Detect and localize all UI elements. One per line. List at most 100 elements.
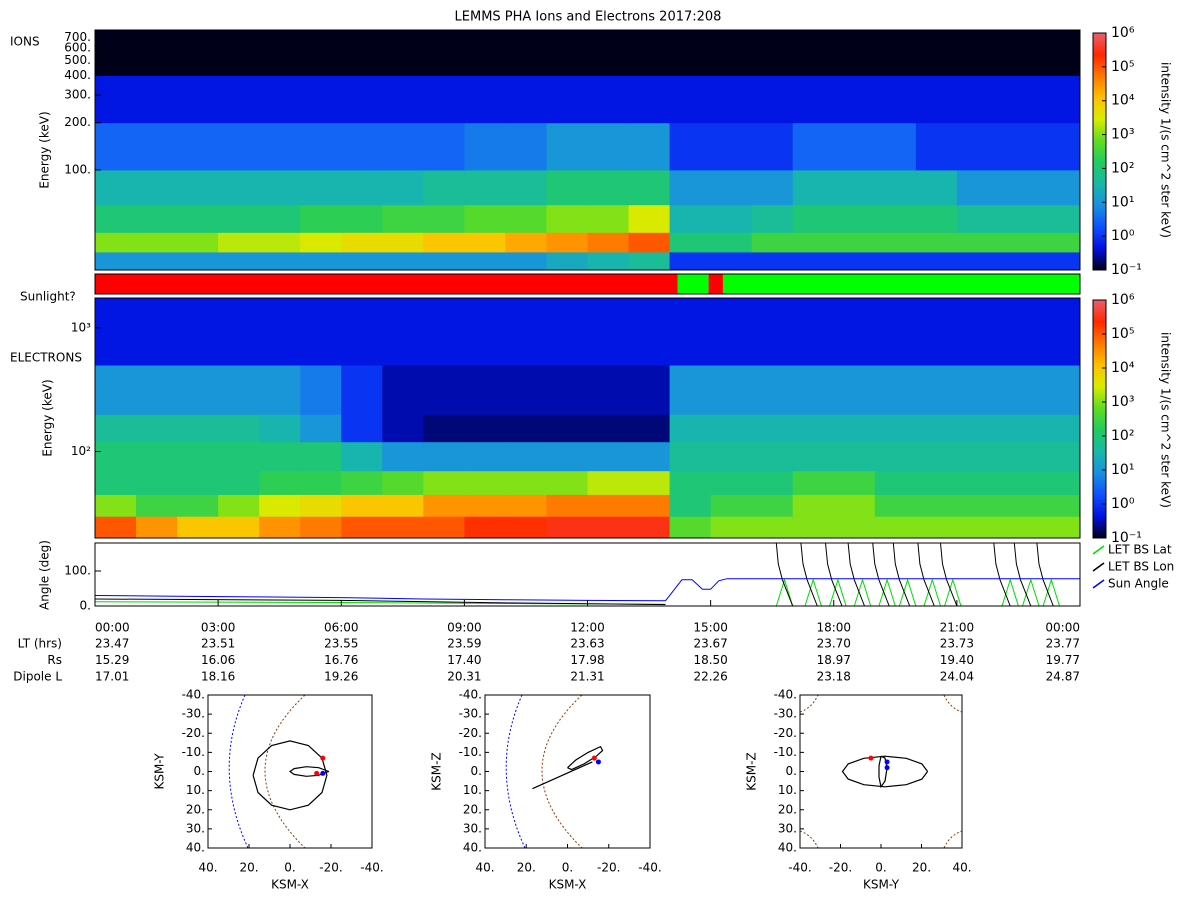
heat-cell — [1038, 441, 1081, 472]
heat-cell — [1038, 365, 1081, 415]
heat-cell — [915, 75, 958, 124]
heat-cell — [833, 365, 876, 415]
heat-cell — [95, 298, 137, 366]
heat-cell — [136, 30, 178, 76]
heat-cell — [464, 441, 506, 472]
heat-cell — [464, 75, 506, 124]
heat-cell — [382, 122, 424, 171]
y-tick-label: 30. — [463, 821, 482, 835]
angle-line — [94, 578, 1080, 602]
heat-cell — [300, 30, 342, 76]
heat-cell — [792, 30, 835, 76]
heat-cell — [997, 441, 1040, 472]
heat-cell — [177, 441, 219, 472]
heat-cell — [915, 169, 958, 206]
heat-cell — [628, 365, 671, 415]
colorbar-tick-label: 10⁴ — [1111, 360, 1135, 376]
heat-cell — [997, 298, 1040, 366]
heat-cell — [669, 122, 712, 171]
heat-cell — [997, 470, 1040, 495]
heat-cell — [341, 232, 383, 253]
bow-shock — [800, 830, 819, 848]
heat-cell — [915, 251, 958, 271]
x-tick-label: 0. — [562, 861, 573, 875]
y-tick-label: 20. — [463, 802, 482, 816]
heat-cell — [95, 204, 137, 233]
heat-cell — [833, 251, 876, 271]
heat-cell — [628, 414, 671, 443]
colorbar — [1092, 32, 1107, 271]
heat-cell — [95, 470, 137, 495]
heat-cell — [792, 365, 835, 415]
x-tick-label: 06:00 — [324, 621, 359, 635]
heat-cell — [423, 414, 465, 443]
heat-cell — [1038, 494, 1081, 517]
heat-cell — [874, 75, 917, 124]
heat-cell — [792, 122, 835, 171]
heat-cell — [382, 75, 424, 124]
heat-cell — [464, 122, 506, 171]
y-tick-label: -30. — [774, 707, 797, 721]
heat-cell — [95, 494, 137, 517]
heat-cell — [956, 298, 999, 366]
heat-cell — [751, 122, 794, 171]
heat-cell — [136, 298, 178, 366]
heat-cell — [177, 298, 219, 366]
heat-cell — [464, 30, 506, 76]
y-tick-label: 0. — [471, 764, 482, 778]
ephemeris-value: 23.47 — [95, 637, 129, 651]
heat-cell — [587, 414, 630, 443]
heat-cell — [259, 204, 301, 233]
colorbar-tick-label: 10¹ — [1111, 462, 1134, 478]
y-tick-label: 0. — [786, 764, 797, 778]
heat-cell — [915, 470, 958, 495]
x-tick-label: 0. — [284, 861, 295, 875]
y-tick-label: 100. — [64, 564, 91, 578]
heat-cell — [628, 516, 671, 539]
heat-cell — [669, 365, 712, 415]
heat-cell — [177, 232, 219, 253]
heat-cell — [259, 494, 301, 517]
heat-cell — [341, 516, 383, 539]
heat-cell — [546, 494, 588, 517]
model-boundaries — [800, 695, 962, 848]
heat-cell — [997, 122, 1040, 171]
heat-cell — [505, 441, 547, 472]
heat-cell — [505, 169, 547, 206]
heat-cell — [669, 414, 712, 443]
heat-cell — [464, 516, 506, 539]
heat-cell — [259, 414, 301, 443]
heat-cell — [710, 470, 753, 495]
heat-cell — [136, 169, 178, 206]
heat-cell — [505, 122, 547, 171]
ephemeris-label: Dipole L — [13, 670, 62, 684]
heat-cell — [669, 75, 712, 124]
heat-cell — [505, 298, 547, 366]
x-tick-label: 18:00 — [816, 621, 851, 635]
heat-cell — [833, 169, 876, 206]
heat-cell — [177, 122, 219, 171]
heat-cell — [956, 494, 999, 517]
heat-cell — [464, 204, 506, 233]
ephemeris-value: 23.73 — [940, 637, 974, 651]
x-tick-label: 20. — [239, 861, 258, 875]
heat-cell — [423, 169, 465, 206]
x-axis-title: KSM-X — [549, 878, 587, 892]
heat-cell — [464, 169, 506, 206]
heat-cell — [546, 516, 588, 539]
ephemeris-value: 16.76 — [324, 653, 358, 667]
heat-cell — [792, 414, 835, 443]
heat-cell — [136, 75, 178, 124]
heat-cell — [259, 365, 301, 415]
heat-cell — [95, 251, 137, 271]
heat-cell — [751, 204, 794, 233]
heat-cell — [300, 251, 342, 271]
heat-cell — [956, 441, 999, 472]
colorbar — [1092, 299, 1107, 539]
sunlight-label: Sunlight? — [20, 290, 76, 304]
heat-cell — [587, 441, 630, 472]
heat-cell — [505, 365, 547, 415]
heat-cell — [792, 251, 835, 271]
heat-cell — [95, 122, 137, 171]
heat-cell — [505, 30, 547, 76]
